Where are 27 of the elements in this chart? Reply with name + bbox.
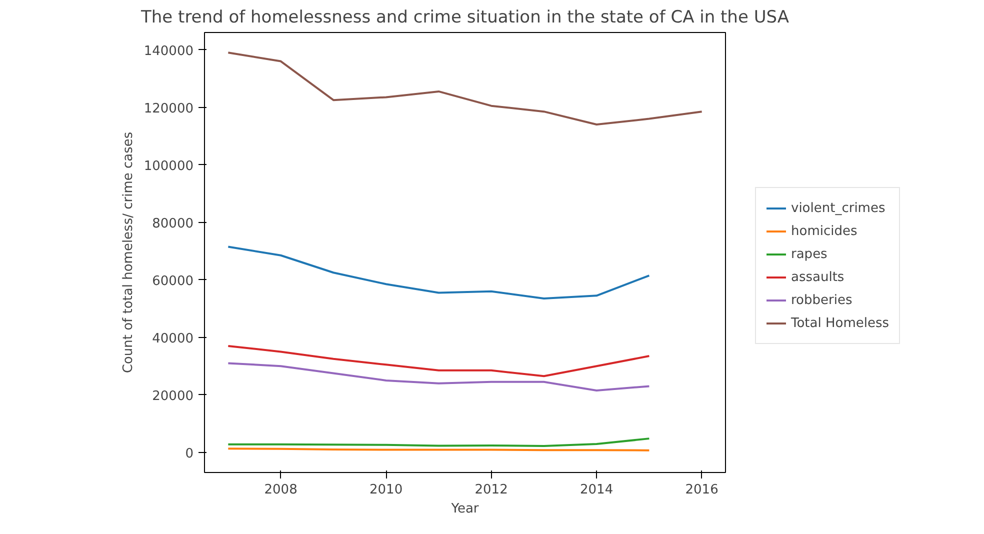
- y-tick-label: 40000: [152, 331, 194, 346]
- line-series: [227, 52, 703, 126]
- x-tick-label: 2014: [580, 482, 614, 498]
- line-series: [227, 344, 650, 378]
- x-tick-label: 2016: [685, 482, 718, 498]
- x-tick-label: 2008: [264, 482, 298, 498]
- y-tick-label: 80000: [152, 216, 194, 232]
- y-tick-label: 20000: [152, 388, 194, 404]
- chart-title: The trend of homelessness and crime situation in the state of CA in the USA: [140, 8, 790, 28]
- x-tick-label: 2012: [474, 482, 508, 498]
- line-series: [227, 362, 650, 392]
- y-tick-label: 120000: [144, 101, 194, 116]
- legend-label: rapes: [791, 246, 828, 262]
- y-tick-label: 0: [185, 446, 194, 462]
- legend-label: violent_crimes: [791, 200, 886, 216]
- legend-label: robberies: [791, 292, 852, 308]
- y-tick-label: 140000: [144, 44, 194, 59]
- x-axis-title: Year: [450, 502, 480, 516]
- legend-label: homicides: [791, 224, 858, 238]
- x-tick-label: 2010: [370, 482, 403, 498]
- line-series: [227, 246, 650, 300]
- line-series: [227, 438, 650, 448]
- y-tick-label: 100000: [144, 158, 194, 174]
- legend-label: assaults: [791, 270, 844, 284]
- y-tick-label: 60000: [152, 274, 194, 289]
- y-axis-title: Count of total homeless/ crime cases: [120, 132, 136, 374]
- legend-label: Total Homeless: [791, 316, 890, 330]
